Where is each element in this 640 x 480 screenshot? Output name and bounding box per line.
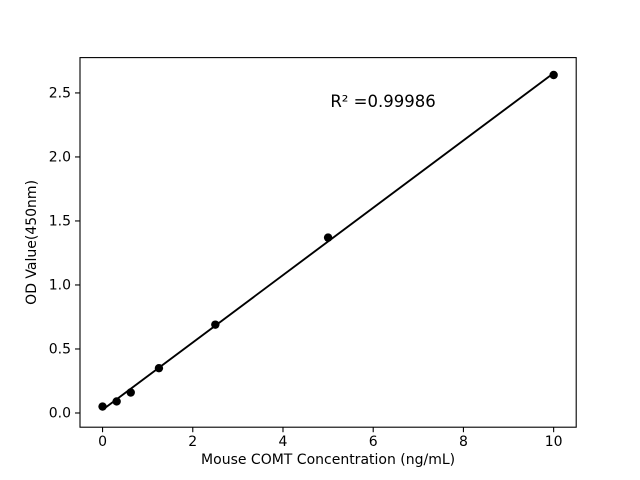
x-tick-label: 0	[98, 434, 107, 450]
x-tick-label: 4	[279, 434, 288, 450]
data-point	[323, 233, 333, 242]
x-tick-label: 2	[188, 434, 197, 450]
y-tick-label: 0.5	[49, 341, 71, 357]
data-point	[126, 388, 135, 397]
y-tick-label: 2.5	[49, 85, 71, 101]
r-squared-annotation: R² =0.99986	[330, 92, 435, 111]
y-tick-label: 2.0	[49, 149, 71, 165]
y-tick-label: 0.0	[49, 405, 71, 421]
x-tick-label: 8	[459, 434, 468, 450]
x-tick-label: 10	[545, 434, 563, 450]
data-point	[549, 70, 558, 80]
x-axis-label: Mouse COMT Concentration (ng/mL)	[201, 452, 455, 468]
y-tick-label: 1.0	[49, 277, 71, 293]
y-axis-label: OD Value(450nm)	[24, 180, 40, 305]
data-point	[211, 320, 220, 329]
x-tick-label: 6	[369, 434, 378, 450]
data-point	[98, 402, 107, 411]
data-point	[154, 363, 164, 373]
y-tick-label: 1.5	[49, 213, 71, 229]
plot-border	[79, 57, 577, 428]
data-point	[112, 397, 121, 406]
